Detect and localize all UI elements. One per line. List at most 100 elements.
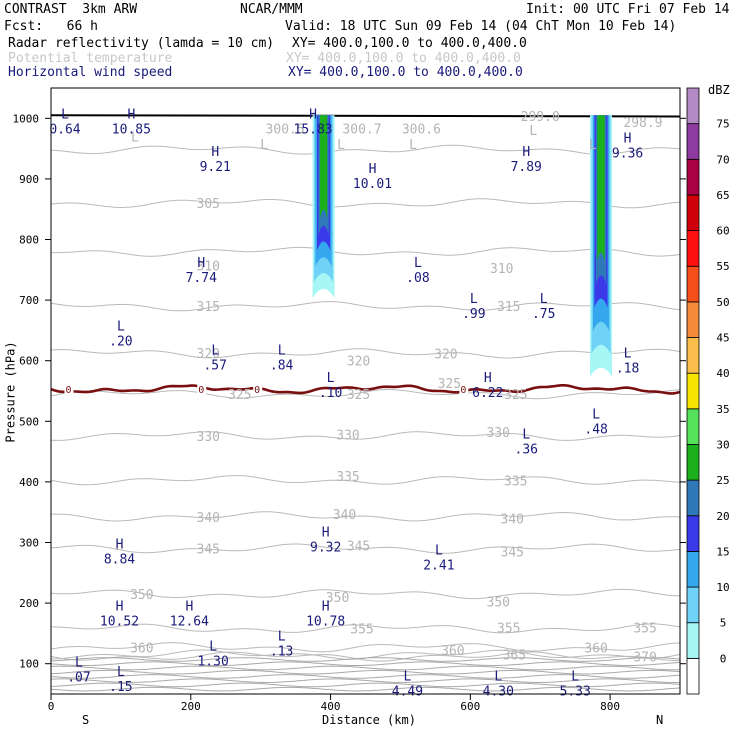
wind-extremum-value: 1.30 xyxy=(197,654,228,669)
theta-label: 360 xyxy=(130,641,153,656)
theta-label: 315 xyxy=(197,300,220,315)
theta-label: 350 xyxy=(487,595,510,610)
wind-extremum-type: L xyxy=(470,292,478,307)
wind-extremum-value: 4.30 xyxy=(483,685,514,700)
field-xy-reflectivity: XY= 400.0,100.0 to 400.0,400.0 xyxy=(292,36,527,51)
theta-label: 320 xyxy=(197,347,220,362)
wind-extremum-type: L xyxy=(209,639,217,654)
theta-label: 330 xyxy=(487,426,510,441)
field-label-reflectivity: Radar reflectivity (lamda = 10 cm) xyxy=(8,36,275,51)
theta-contour-370 xyxy=(51,651,680,662)
wind-extremum-type: L xyxy=(404,670,412,685)
colorbar-level-label: 5 xyxy=(720,617,727,630)
wind-extremum-type: L xyxy=(414,256,422,271)
colorbar-level-label: 60 xyxy=(716,225,729,238)
theta-contour-310 xyxy=(51,246,680,257)
wind-extremum-type: L xyxy=(592,407,600,422)
theta-contour-320 xyxy=(51,348,680,359)
colorbar-level-label: 25 xyxy=(716,474,729,487)
theta-label: 335 xyxy=(504,475,527,490)
wind-extremum-value: 4.49 xyxy=(392,685,423,700)
colorbar-level-label: 35 xyxy=(716,403,729,416)
theta-label: 325 xyxy=(347,388,370,403)
theta-label: 310 xyxy=(197,260,220,275)
wind-extremum-value: .84 xyxy=(270,359,294,374)
theta-label: L xyxy=(260,138,268,153)
theta-label: 340 xyxy=(197,511,220,526)
theta-contour-upper xyxy=(51,686,680,692)
wind-extremum-type: L xyxy=(278,630,286,645)
theta-label: 300.5 xyxy=(266,123,305,138)
field-label-wind: Horizontal wind speed xyxy=(8,65,173,80)
colorbar-swatch xyxy=(686,657,700,695)
header-fcst: Fcst: 66 h xyxy=(4,19,98,34)
theta-contour-300 xyxy=(51,144,680,155)
y-tick-label: 100 xyxy=(19,658,39,671)
zero-isotherm-label-bg xyxy=(197,383,207,396)
colorbar-swatch xyxy=(686,444,700,481)
colorbar-swatch xyxy=(686,230,700,267)
wind-extremum-type: H xyxy=(116,538,124,553)
wind-extremum-type: L xyxy=(571,670,579,685)
theta-contour-325 xyxy=(51,389,680,400)
colorbar-level-label: 0 xyxy=(720,652,727,665)
wind-extremum-type: L xyxy=(278,344,286,359)
wind-extremum-type: L xyxy=(327,371,335,386)
wind-extremum-value: 10.78 xyxy=(306,614,345,629)
wind-extremum-value: .75 xyxy=(532,307,555,322)
zero-isotherm xyxy=(51,384,680,395)
wind-extremum-type: H xyxy=(185,599,193,614)
theta-label: 355 xyxy=(350,623,373,638)
wind-extremum-value: 7.74 xyxy=(186,271,217,286)
wind-extremum-type: L xyxy=(494,670,502,685)
theta-label: 370 xyxy=(633,650,656,665)
wind-extremum-type: H xyxy=(197,256,205,271)
wind-extremum-type: H xyxy=(369,162,377,177)
theta-contour-upper xyxy=(51,682,680,688)
wind-extremum-value: .07 xyxy=(67,671,90,686)
wind-extremum-value: .48 xyxy=(584,422,607,437)
theta-label: L xyxy=(529,124,537,139)
theta-label: 355 xyxy=(497,621,520,636)
colorbar-swatch xyxy=(686,622,700,659)
colorbar-swatch xyxy=(686,515,700,552)
zero-isotherm-label: 0 xyxy=(65,385,71,396)
theta-label: L xyxy=(409,138,417,153)
theta-label: 310 xyxy=(490,262,513,277)
theta-contour-upper xyxy=(51,665,680,671)
theta-contour-360 xyxy=(51,642,680,653)
y-axis-label: Pressure (hPa) xyxy=(3,341,18,443)
y-tick-label: 200 xyxy=(19,597,39,610)
wind-extremum-value: 10.01 xyxy=(353,177,392,192)
theta-label: 330 xyxy=(197,430,220,445)
wind-extremum-value: 12.64 xyxy=(170,614,209,629)
theta-label: 325 xyxy=(228,388,251,403)
header-init: Init: 00 UTC Fri 07 Feb 14 xyxy=(526,2,730,17)
colorbar-swatch xyxy=(686,301,700,338)
wind-extremum-type: L xyxy=(435,544,443,559)
theta-label: L xyxy=(337,138,345,153)
theta-label: 300.7 xyxy=(342,123,381,138)
plot-frame xyxy=(50,87,681,695)
colorbar-swatch xyxy=(686,158,700,196)
wind-extremum-type: L xyxy=(211,344,219,359)
wind-extremum-type: H xyxy=(624,132,632,147)
wind-extremum-type: L xyxy=(61,107,69,122)
wind-extremum-type: H xyxy=(116,599,124,614)
field-xy-wind: XY= 400.0,100.0 to 400.0,400.0 xyxy=(288,65,523,80)
theta-label: L xyxy=(589,138,597,153)
end-label-north: N xyxy=(656,713,664,727)
end-label-south: S xyxy=(82,713,90,727)
theta-contour-upper xyxy=(51,674,680,679)
wind-extremum-value: 9.32 xyxy=(310,540,341,555)
colorbar-level-label: 55 xyxy=(716,260,729,273)
theta-label: 350 xyxy=(130,588,153,603)
x-tick-label: 400 xyxy=(321,700,341,713)
wind-extremum-value: 2.41 xyxy=(423,559,454,574)
wind-extremum-value: 7.89 xyxy=(511,160,542,175)
colorbar-level-label: 15 xyxy=(716,545,729,558)
theta-contour-335 xyxy=(51,475,680,486)
field-xy-theta: XY= 400.0,100.0 to 400.0,400.0 xyxy=(286,51,521,66)
wind-extremum-value: .15 xyxy=(109,680,132,695)
